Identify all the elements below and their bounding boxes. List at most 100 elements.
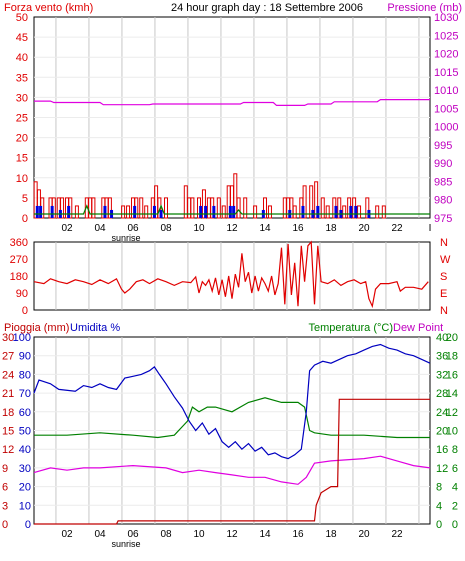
compass-label-1: W <box>440 254 451 266</box>
x-tick-label-06: 06 <box>127 223 139 234</box>
rain-y-tick-27: 27 <box>2 351 14 363</box>
pressure-y-tick-1025: 1025 <box>434 30 458 42</box>
gust-bar-60 <box>375 205 380 219</box>
pressure-line <box>34 98 430 107</box>
dewpoint-y-tick-14: 14 <box>446 388 458 400</box>
dewpoint-y-tick-20: 20 <box>446 332 458 344</box>
compass-label-0: N <box>440 237 448 249</box>
wind-y-tick-0: 0 <box>22 213 28 225</box>
gust-bar-55 <box>342 205 347 219</box>
wind-y-tick-20: 20 <box>16 133 28 145</box>
temperature-y-tick-0: 0 <box>436 519 442 531</box>
gust-bar-41 <box>263 197 267 219</box>
x-tick-label-12: 12 <box>226 223 238 234</box>
gust-bar-25 <box>164 197 168 219</box>
rain-axis-label: Pioggia (mm) <box>4 322 69 334</box>
pressure-axis-label: Pressione (mb) <box>387 2 462 14</box>
wind-direction-line <box>33 240 429 309</box>
gust-bar-48 <box>302 185 307 219</box>
gust-bar-61 <box>381 205 386 219</box>
x-tick-label-06: 06 <box>127 529 139 540</box>
temperature-y-tick-28: 28 <box>436 388 448 400</box>
gust-bar-52 <box>325 205 330 219</box>
humidity-y-tick-100: 100 <box>13 332 31 344</box>
average-wind-bar-11 <box>204 205 208 218</box>
pressure-y-tick-980: 980 <box>434 195 452 207</box>
humidity-axis-label: Umidita % <box>70 322 120 334</box>
pressure-y-tick-975: 975 <box>434 213 452 225</box>
gust-bar-51 <box>320 197 325 219</box>
x-tick-label-20: 20 <box>358 223 370 234</box>
x-tick-label-04: 04 <box>94 223 106 234</box>
gust-bar-37 <box>233 173 238 219</box>
wind-y-tick-25: 25 <box>16 113 28 125</box>
gust-bar-46 <box>292 205 297 219</box>
gust-bar-15 <box>107 197 112 219</box>
x-tick-label-18: 18 <box>325 529 337 540</box>
pressure-y-tick-1020: 1020 <box>434 49 458 61</box>
gust-bar-39 <box>243 197 248 219</box>
pressure-y-tick-1005: 1005 <box>434 103 458 115</box>
temperature-y-tick-12: 12 <box>436 463 448 475</box>
gust-bar-33 <box>216 197 221 219</box>
average-wind-bar-14 <box>232 205 236 218</box>
humidity-line <box>33 343 431 460</box>
rain-line <box>34 398 430 525</box>
gust-bar-34 <box>221 205 226 219</box>
temperature-y-tick-16: 16 <box>436 444 448 456</box>
x-tick-label-08: 08 <box>160 223 172 234</box>
humidity-y-tick-10: 10 <box>19 500 31 512</box>
humidity-y-tick-0: 0 <box>25 519 31 531</box>
dew-point-line <box>33 455 431 485</box>
pressure-y-tick-1010: 1010 <box>434 85 458 97</box>
pressure-y-tick-985: 985 <box>434 176 452 188</box>
wind-y-tick-35: 35 <box>16 72 28 84</box>
x-tick-label-02: 02 <box>61 529 73 540</box>
dewpoint-y-tick-8: 8 <box>452 444 458 456</box>
gust-bar-49 <box>309 185 314 219</box>
wind-y-tick-40: 40 <box>16 52 28 64</box>
humidity-y-tick-80: 80 <box>19 369 31 381</box>
direction-y-tick-180: 180 <box>10 271 28 283</box>
humidity-y-tick-40: 40 <box>19 444 31 456</box>
temperature-y-tick-32: 32 <box>436 369 448 381</box>
dewpoint-y-tick-0: 0 <box>452 519 458 531</box>
humidity-y-tick-60: 60 <box>19 407 31 419</box>
average-wind-bar-23 <box>354 205 358 218</box>
wind-y-tick-5: 5 <box>22 193 28 205</box>
average-wind-bar-5 <box>103 205 107 218</box>
wind-direction-panel: 360 N 270 W 180 S 90 E 0 N <box>10 237 451 317</box>
pressure-y-tick-995: 995 <box>434 140 452 152</box>
humidity-y-tick-20: 20 <box>19 482 31 494</box>
gust-bar-6 <box>60 197 65 219</box>
wind-y-tick-50: 50 <box>16 12 28 24</box>
wind-y-tick-15: 15 <box>16 153 28 165</box>
dewpoint-y-tick-2: 2 <box>452 500 458 512</box>
rain-y-tick-9: 9 <box>2 463 8 475</box>
gust-bar-28 <box>190 197 195 219</box>
average-wind-bar-10 <box>199 205 203 218</box>
rain-y-tick-3: 3 <box>2 500 8 512</box>
average-wind-bar-12 <box>212 205 216 218</box>
rain-y-tick-21: 21 <box>2 388 14 400</box>
average-wind-bar-9 <box>159 209 163 218</box>
dewpoint-y-tick-6: 6 <box>452 463 458 475</box>
temperature-y-tick-24: 24 <box>436 407 448 419</box>
gust-bar-12 <box>91 197 96 219</box>
x-tick-label-10: 10 <box>193 223 205 234</box>
chart-title: 24 hour graph day : 18 Settembre 2006 <box>171 2 363 14</box>
pressure-y-tick-1000: 1000 <box>434 122 458 134</box>
direction-y-tick-0: 0 <box>22 305 28 317</box>
rain-y-tick-0: 0 <box>2 519 8 531</box>
dewpoint-y-tick-10: 10 <box>446 426 458 438</box>
x-tick-label-14: 14 <box>259 223 271 234</box>
direction-y-tick-90: 90 <box>16 288 28 300</box>
temperature-y-tick-36: 36 <box>436 351 448 363</box>
temperature-y-tick-40: 40 <box>436 332 448 344</box>
humidity-y-tick-30: 30 <box>19 463 31 475</box>
average-wind-bar-13 <box>228 205 232 218</box>
dewpoint-y-tick-18: 18 <box>446 351 458 363</box>
wind-y-tick-30: 30 <box>16 92 28 104</box>
wind-y-tick-45: 45 <box>16 32 28 44</box>
